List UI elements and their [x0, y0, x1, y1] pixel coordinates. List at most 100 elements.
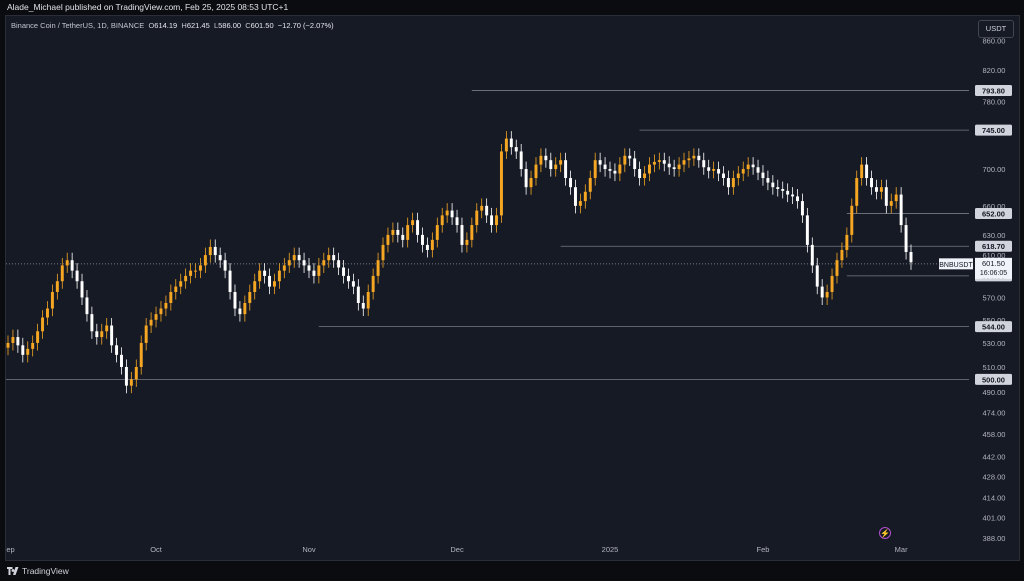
- y-tick-label: 428.00: [983, 473, 1006, 482]
- candle-body: [327, 255, 331, 261]
- candle-body: [189, 270, 193, 276]
- candle-body: [598, 160, 602, 165]
- candle-body: [840, 249, 844, 261]
- candle-body: [845, 234, 849, 250]
- candle-body: [164, 302, 168, 309]
- legend-high-label: H: [181, 21, 187, 30]
- candle-body: [60, 265, 64, 282]
- candle-body: [835, 260, 839, 276]
- candle-body: [129, 379, 133, 386]
- lightning-icon[interactable]: ⚡: [879, 527, 891, 539]
- candle-body: [573, 187, 577, 206]
- y-tick-label: 530.00: [983, 339, 1006, 348]
- candle-body: [544, 155, 548, 161]
- candle-body: [603, 164, 607, 170]
- candle-body: [179, 281, 183, 287]
- candle-body: [115, 345, 119, 355]
- candle-body: [110, 325, 114, 346]
- footer-bar: TradingView: [0, 561, 1024, 581]
- candle-body: [361, 302, 365, 309]
- candle-body: [499, 151, 503, 216]
- candle-body: [75, 270, 79, 282]
- y-tick-label: 442.00: [983, 452, 1006, 461]
- candle-body: [726, 178, 730, 188]
- candle-body: [184, 275, 188, 282]
- candle-body: [238, 308, 242, 315]
- candle-body: [860, 164, 864, 179]
- legend-close-value: 601.50: [250, 21, 274, 30]
- y-tick-label: 780.00: [983, 97, 1006, 106]
- candle-body: [154, 314, 158, 320]
- candle-body: [307, 265, 311, 271]
- candle-body: [702, 160, 706, 168]
- candle-body: [70, 260, 74, 271]
- x-tick-label: Dec: [450, 545, 464, 554]
- last-price-value: 601.50: [982, 259, 1005, 268]
- candle-body: [662, 160, 666, 164]
- candle-body: [218, 255, 222, 261]
- candle-body: [697, 155, 701, 161]
- candle-body: [736, 173, 740, 179]
- candle-body: [825, 292, 829, 298]
- candle-body: [766, 178, 770, 183]
- candle-body: [549, 160, 553, 170]
- candle-body: [312, 270, 316, 276]
- price-chart[interactable]: 860.00 820.00 780.00 700.00 660.00 630.00 610.…: [6, 16, 1019, 560]
- candle-body: [376, 260, 380, 276]
- candle-body: [904, 225, 908, 253]
- candle-body: [169, 292, 173, 303]
- x-tick-label: 2025: [602, 545, 619, 554]
- chart-pane[interactable]: 860.00 820.00 780.00 700.00 660.00 630.00 610.…: [5, 15, 1020, 561]
- candle-body: [593, 160, 597, 179]
- candle-body: [731, 178, 735, 188]
- candle-body: [682, 160, 686, 165]
- candle-body: [805, 215, 809, 245]
- x-tick-label: Nov: [302, 545, 316, 554]
- candle-body: [667, 163, 671, 168]
- price-level-label: 544.00: [982, 323, 1005, 332]
- candle-body: [746, 164, 750, 170]
- candle-body: [504, 138, 508, 152]
- candle-body: [371, 275, 375, 293]
- candle-body: [445, 210, 449, 216]
- candle-body: [248, 292, 252, 303]
- candle-body: [268, 275, 272, 287]
- candle-body: [638, 169, 642, 179]
- candle-body: [198, 265, 202, 271]
- candle-body: [623, 155, 627, 165]
- legend-low-label: L: [213, 21, 219, 30]
- candle-body: [751, 164, 755, 168]
- symbol-tag-label: BNBUSDT: [939, 262, 973, 269]
- price-level-tag: [975, 124, 1012, 136]
- x-tick-label: Sep: [6, 545, 15, 554]
- x-tick-label: Feb: [756, 545, 769, 554]
- candle-body: [692, 155, 696, 159]
- symbol-legend: Binance Coin / TetherUS, 1D, BINANCE O61…: [11, 21, 334, 30]
- candle-body: [65, 260, 69, 266]
- legend-close-label: C: [245, 21, 251, 30]
- candle-body: [855, 178, 859, 206]
- candle-body: [342, 267, 346, 276]
- legend-high-value: 621.45: [186, 21, 210, 30]
- currency-button[interactable]: USDT: [978, 20, 1014, 38]
- symbol-tag: [939, 258, 973, 270]
- candle-body: [258, 270, 262, 282]
- candle-body: [628, 155, 632, 159]
- candle-body: [391, 229, 395, 235]
- candle-body: [884, 187, 888, 206]
- price-level-tag: [975, 240, 1012, 252]
- candle-body: [411, 220, 415, 226]
- y-tick-label: 860.00: [983, 36, 1006, 45]
- price-level-tag: [975, 207, 1012, 219]
- candle-body: [144, 325, 148, 343]
- candle-body: [519, 151, 523, 170]
- candle-body: [677, 164, 681, 170]
- candle-body: [578, 201, 582, 206]
- y-tick-label: 510.00: [983, 363, 1006, 372]
- candle-body: [228, 270, 232, 293]
- candle-body: [761, 172, 765, 179]
- candle-body: [337, 260, 341, 268]
- candle-body: [366, 292, 370, 309]
- candle-body: [174, 286, 178, 293]
- price-level-tag: [975, 373, 1012, 385]
